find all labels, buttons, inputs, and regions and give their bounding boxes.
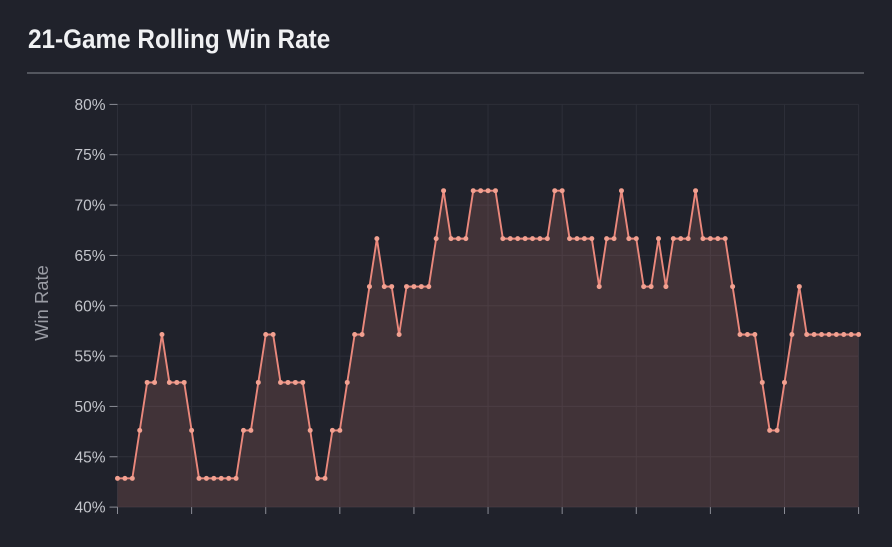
svg-text:50%: 50% [74,399,105,416]
svg-text:75%: 75% [74,147,105,164]
svg-text:45%: 45% [74,449,105,466]
svg-text:70%: 70% [74,198,105,215]
svg-text:Win Rate: Win Rate [31,265,52,341]
svg-text:55%: 55% [74,349,105,366]
svg-text:60%: 60% [74,298,105,315]
svg-text:40%: 40% [74,500,105,517]
svg-text:65%: 65% [74,248,105,265]
svg-text:80%: 80% [74,97,105,114]
